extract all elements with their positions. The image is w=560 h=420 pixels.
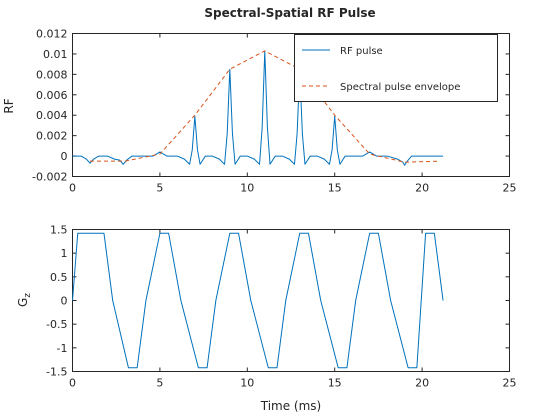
legend-box: [294, 34, 498, 102]
gz-y-tick-label: 0: [61, 295, 68, 308]
gz-y-tick-label: 0.5: [50, 271, 68, 284]
rf-x-tick-label: 5: [156, 182, 163, 195]
gz-gradient-line: [72, 232, 444, 369]
rf-x-tick-label: 20: [415, 182, 429, 195]
gz-y-axis-label-sub: z: [23, 293, 33, 298]
rf-pulse-line: [72, 50, 444, 166]
envelope-line: [89, 50, 440, 163]
legend-label-rf: RF pulse: [340, 46, 383, 57]
gz-x-tick-label: 25: [503, 377, 517, 390]
rf-y-tick-label: 0: [61, 150, 68, 163]
legend: RF pulse Spectral pulse envelope: [294, 34, 498, 102]
rf-y-tick-label: 0.012: [36, 28, 68, 41]
gz-plot-box: [72, 229, 510, 372]
gz-plot-lines: [72, 232, 444, 369]
legend-label-envelope: Spectral pulse envelope: [340, 82, 460, 93]
gz-y-axis-label-main: G: [16, 298, 30, 307]
rf-x-ticks: 0 5 10 15 20 25: [69, 33, 517, 195]
gz-y-tick-label: 1.5: [50, 224, 68, 237]
gz-x-axis-label: Time (ms): [260, 399, 322, 413]
gz-y-tick-label: -1.5: [46, 366, 67, 379]
gz-y-ticks: -1.5 -1 -0.5 0 0.5 1 1.5: [46, 224, 510, 379]
rf-y-tick-label: 0.01: [43, 48, 68, 61]
gz-x-ticks: 0 5 10 15 20 25: [69, 229, 517, 390]
rf-y-ticks: -0.002 0 0.002 0.004 0.006 0.008 0.01 0.012: [32, 28, 510, 184]
rf-x-tick-label: 25: [503, 182, 517, 195]
rf-y-tick-label: 0.006: [36, 89, 68, 102]
gradient-panel: -1.5 -1 -0.5 0 0.5 1 1.5 0 5 10 15 20 25 Gz Time (m…: [16, 224, 517, 414]
rf-y-tick-label: 0.004: [36, 109, 68, 122]
gz-x-tick-label: 10: [240, 377, 254, 390]
gz-x-tick-label: 20: [415, 377, 429, 390]
gz-x-tick-label: 0: [69, 377, 76, 390]
rf-x-tick-label: 10: [240, 182, 254, 195]
gz-y-tick-label: -0.5: [46, 318, 67, 331]
gz-x-tick-label: 15: [328, 377, 342, 390]
rf-y-tick-label: 0.008: [36, 68, 68, 81]
rf-y-axis-label: RF: [2, 98, 16, 113]
rf-y-tick-label: 0.002: [36, 130, 68, 143]
rf-x-tick-label: 15: [328, 182, 342, 195]
chart-title: Spectral-Spatial RF Pulse: [204, 6, 375, 20]
gz-x-tick-label: 5: [156, 377, 163, 390]
gz-y-tick-label: 1: [61, 247, 68, 260]
rf-y-tick-label: -0.002: [32, 171, 67, 184]
gz-y-tick-label: -1: [57, 342, 68, 355]
gz-y-axis-label: Gz: [16, 293, 33, 307]
rf-plot-lines: [72, 50, 444, 166]
rf-x-tick-label: 0: [69, 182, 76, 195]
